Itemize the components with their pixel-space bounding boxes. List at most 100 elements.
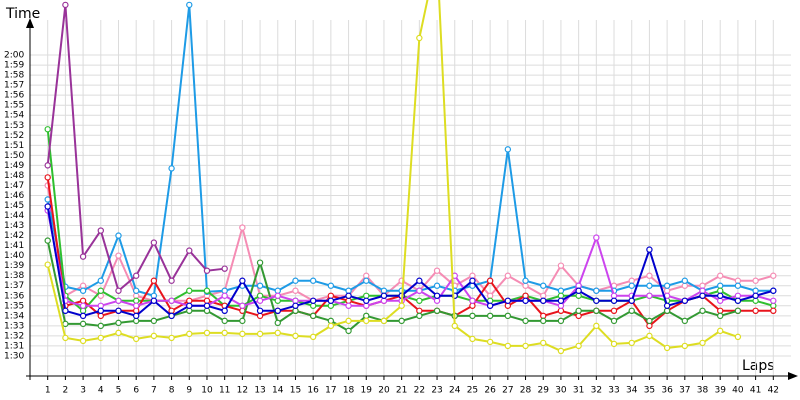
x-tick-label: 14 bbox=[272, 386, 284, 396]
data-point bbox=[62, 307, 69, 315]
data-point bbox=[717, 327, 724, 335]
y-tick-label: 1:38 bbox=[4, 271, 24, 281]
y-tick-label: 1:51 bbox=[4, 141, 24, 151]
data-point bbox=[97, 334, 104, 342]
y-tick-label: 1:36 bbox=[4, 291, 24, 301]
data-point bbox=[504, 297, 512, 304]
x-tick-label: 22 bbox=[414, 386, 425, 396]
x-tick-label: 41 bbox=[750, 386, 761, 396]
data-point bbox=[256, 297, 264, 304]
x-tick-label: 12 bbox=[237, 386, 248, 396]
series-line bbox=[46, 177, 774, 328]
series-line bbox=[46, 240, 739, 333]
data-point bbox=[327, 322, 335, 330]
data-point bbox=[203, 329, 211, 337]
data-point bbox=[646, 246, 653, 253]
data-point bbox=[628, 297, 635, 304]
x-tick-label: 27 bbox=[502, 386, 513, 396]
data-point bbox=[256, 282, 264, 289]
data-point bbox=[628, 307, 635, 315]
data-point bbox=[132, 312, 140, 320]
data-point bbox=[398, 302, 405, 309]
data-point bbox=[486, 302, 494, 309]
series-line bbox=[46, 4, 774, 298]
data-point bbox=[646, 332, 653, 340]
x-tick-label: 20 bbox=[378, 386, 390, 396]
data-point bbox=[62, 1, 69, 9]
data-point bbox=[132, 335, 140, 343]
data-point bbox=[593, 307, 600, 315]
y-tick-label: 1:55 bbox=[4, 101, 24, 111]
data-point bbox=[256, 259, 264, 266]
x-tick-label: 34 bbox=[626, 386, 638, 396]
data-point bbox=[363, 277, 370, 284]
data-point bbox=[416, 297, 423, 304]
y-tick-label: 1:35 bbox=[4, 301, 24, 311]
data-point bbox=[79, 302, 87, 309]
data-point bbox=[186, 247, 193, 254]
data-point bbox=[681, 297, 689, 304]
data-point bbox=[734, 282, 742, 289]
data-point bbox=[44, 237, 51, 244]
y-tick-label: 1:48 bbox=[4, 171, 24, 181]
data-point bbox=[309, 277, 317, 284]
data-point bbox=[752, 292, 759, 299]
data-point bbox=[469, 312, 476, 320]
x-tick-label: 26 bbox=[484, 386, 496, 396]
y-tick-label: 1:39 bbox=[4, 261, 24, 271]
data-point bbox=[292, 277, 299, 284]
data-point bbox=[79, 312, 87, 320]
data-point bbox=[575, 307, 582, 315]
x-tick-label: 39 bbox=[714, 386, 726, 396]
series-line bbox=[46, 206, 774, 318]
data-point bbox=[557, 317, 565, 325]
data-point bbox=[646, 292, 653, 299]
y-tick-label: 1:42 bbox=[4, 231, 24, 241]
y-tick-label: 1:40 bbox=[4, 251, 24, 261]
data-point bbox=[610, 307, 618, 315]
data-point bbox=[274, 292, 281, 299]
data-point bbox=[221, 292, 228, 299]
data-point bbox=[734, 307, 742, 315]
data-point bbox=[469, 277, 476, 284]
data-point bbox=[663, 302, 671, 309]
data-point bbox=[97, 277, 104, 284]
data-point bbox=[681, 277, 689, 284]
data-point bbox=[132, 272, 140, 279]
y-tick-label: 1:41 bbox=[4, 241, 24, 251]
x-tick-label: 25 bbox=[467, 386, 478, 396]
data-point bbox=[486, 338, 494, 346]
data-point bbox=[593, 234, 600, 241]
data-point bbox=[203, 302, 211, 309]
data-point bbox=[433, 292, 441, 299]
data-point bbox=[770, 287, 777, 294]
data-point bbox=[663, 282, 671, 289]
y-tick-label: 1:54 bbox=[4, 111, 24, 121]
data-point bbox=[522, 317, 529, 325]
data-point bbox=[734, 297, 742, 304]
x-tick-label: 32 bbox=[591, 386, 602, 396]
data-point bbox=[115, 232, 122, 239]
data-point bbox=[97, 322, 104, 330]
y-tick-label: 1:31 bbox=[4, 341, 24, 351]
data-point bbox=[717, 312, 724, 320]
data-point bbox=[203, 287, 211, 294]
data-point bbox=[327, 282, 335, 289]
x-tick-label: 11 bbox=[219, 386, 230, 396]
data-point bbox=[44, 261, 51, 268]
data-point bbox=[274, 319, 281, 327]
data-point bbox=[610, 297, 618, 304]
x-tick-label: 13 bbox=[254, 386, 265, 396]
data-point bbox=[97, 287, 104, 294]
data-point bbox=[239, 277, 246, 284]
x-tick-label: 28 bbox=[520, 386, 532, 396]
y-tick-label: 1:33 bbox=[4, 321, 24, 331]
x-tick-label: 9 bbox=[186, 386, 192, 396]
data-point bbox=[62, 320, 69, 328]
y-tick-label: 1:34 bbox=[4, 311, 24, 321]
data-point bbox=[663, 344, 671, 352]
data-point bbox=[504, 272, 512, 279]
data-point bbox=[398, 317, 405, 325]
data-point bbox=[610, 340, 618, 348]
